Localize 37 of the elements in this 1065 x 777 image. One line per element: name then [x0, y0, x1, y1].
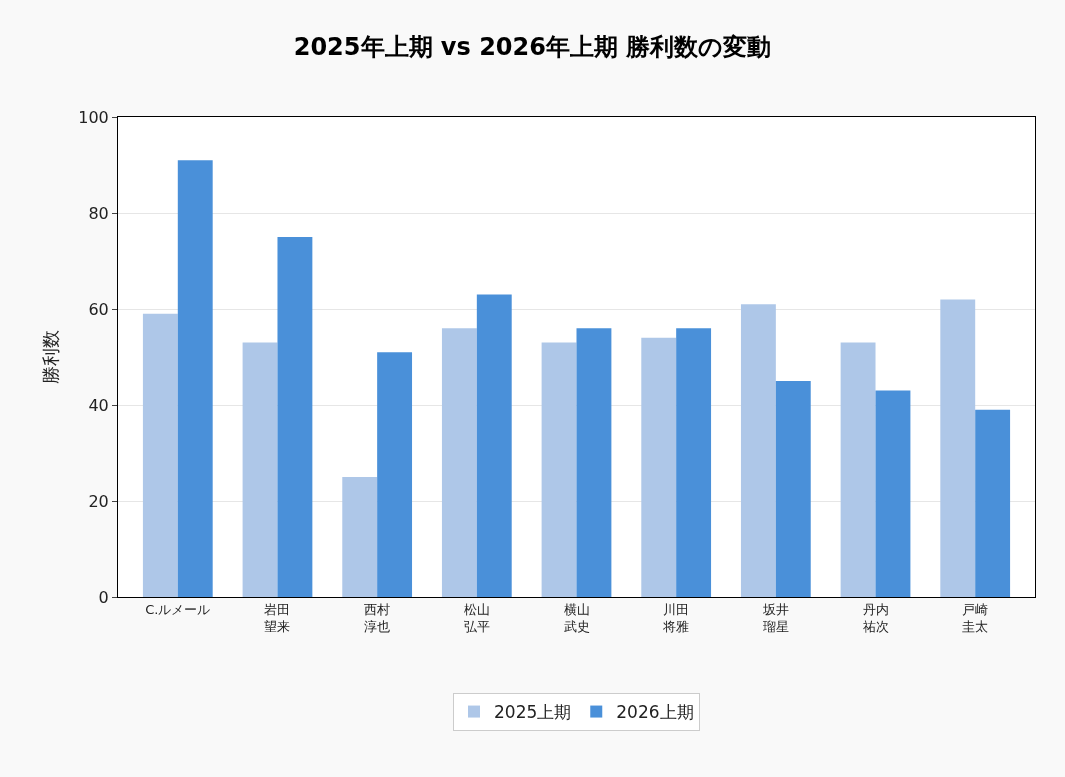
legend-label: 2025上期: [494, 702, 572, 723]
bar: [576, 328, 612, 597]
bar: [740, 304, 776, 597]
bar: [875, 390, 911, 597]
bar: [676, 328, 712, 597]
x-tick-label: 松山弘平: [463, 601, 490, 634]
y-tick-label: 80: [88, 203, 109, 223]
bar: [242, 342, 278, 597]
x-tick-label: 川田将雅: [662, 601, 690, 634]
y-tick-label: 100: [78, 107, 109, 127]
bar: [940, 299, 976, 597]
bar: [142, 313, 178, 597]
bar: [342, 477, 378, 597]
bar: [641, 337, 677, 597]
bar: [775, 381, 811, 597]
y-tick-label: 20: [88, 491, 109, 511]
y-axis-title: 勝利数: [40, 330, 62, 384]
legend-label: 2026上期: [616, 702, 694, 723]
bar: [541, 342, 577, 597]
x-tick-label: 岩田望来: [264, 601, 291, 634]
y-tick-label: 0: [98, 587, 109, 607]
bar: [377, 352, 413, 597]
x-tick-label: C.ルメール: [145, 601, 211, 617]
bar: [177, 160, 213, 597]
bar: [975, 409, 1011, 597]
bar: [476, 294, 512, 597]
bar: [840, 342, 876, 597]
bar: [441, 328, 477, 597]
y-tick-label: 60: [88, 299, 109, 319]
x-tick-label: 坂井瑠星: [761, 601, 789, 634]
x-tick-label: 丹内祐次: [862, 601, 889, 634]
y-tick-label: 40: [88, 395, 109, 415]
x-tick-label: 横山武史: [563, 601, 590, 634]
x-tick-label: 戸崎圭太: [962, 601, 989, 634]
chart-title: 2025年上期 vs 2026年上期 勝利数の変動: [293, 33, 772, 62]
bar: [277, 237, 313, 597]
x-tick-label: 西村淳也: [364, 601, 391, 634]
